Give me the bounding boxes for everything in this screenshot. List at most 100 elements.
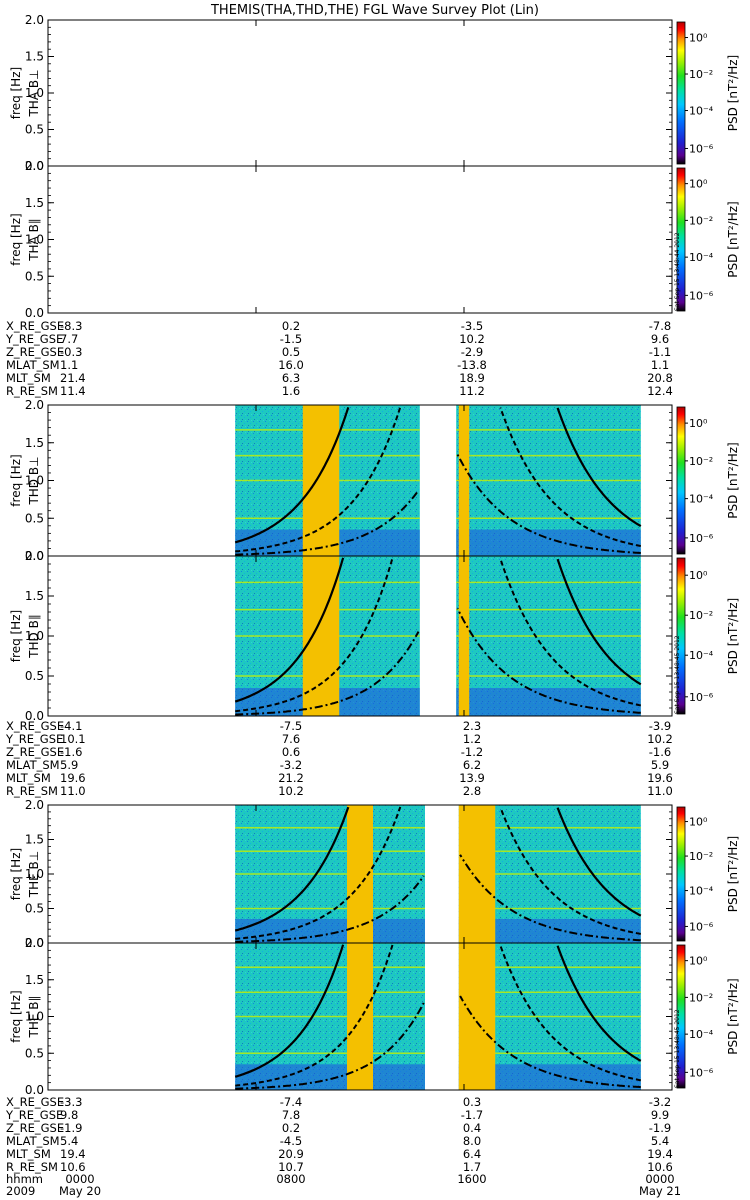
- ephemeris-value: 10.2: [278, 784, 304, 798]
- gyrofrequency-curve: [235, 406, 402, 553]
- ephemeris-value: 20.8: [647, 371, 673, 385]
- gyrofrequency-curve: [235, 631, 420, 716]
- spectrogram-panel: 0.0 0.5 1.0 1.5 2.0 THE B∥ freq [Hz] 10⁰ 10⁻² 10⁻…: [9, 936, 740, 1097]
- colorbar-tick-label: 10⁰: [689, 955, 708, 968]
- y-tick-label: 1.0: [25, 629, 44, 643]
- gyrofrequency-curve: [235, 806, 402, 940]
- ephemeris-name: R_RE_SM: [6, 1160, 58, 1174]
- gyrofrequency-curve: [499, 558, 641, 707]
- colorbar-label: PSD [nT²/Hz]: [726, 201, 740, 277]
- gyrofrequency-curve: [235, 1002, 425, 1090]
- gyrofrequency-curve: [234, 944, 345, 1078]
- plot-timestamp: Sat Sep 15 13:48:45 2012: [674, 635, 681, 714]
- spectrogram-panel: 0.0 0.5 1.0 1.5 2.0 THE B⊥ freq [Hz] 10⁰ 10⁻² 10⁻…: [9, 798, 740, 950]
- colorbar-tick-label: 10⁻²: [689, 850, 713, 863]
- y-tick-label: 2.0: [25, 13, 44, 27]
- colorbar-label: PSD [nT²/Hz]: [726, 598, 740, 674]
- colorbar-tick-label: 10⁻⁶: [689, 920, 714, 933]
- low-freq-band: [456, 529, 641, 556]
- ephemeris-value: 0.4: [463, 1121, 481, 1135]
- gyrofrequency-curve: [499, 945, 641, 1082]
- ephemeris-name: X_RE_GSE: [6, 719, 64, 733]
- time-axis-year: 2009: [6, 1184, 35, 1198]
- bright-band-shade: [302, 405, 340, 556]
- ephemeris-value: 19.4: [60, 1147, 86, 1161]
- ephemeris-value: 1.6: [282, 384, 300, 398]
- colorbar-label: PSD [nT²/Hz]: [726, 55, 740, 131]
- panel-probe-label: THE B⊥: [27, 851, 41, 898]
- ephemeris-name: Y_RE_GSE: [5, 332, 63, 346]
- time-axis-label: hhmm: [6, 1172, 43, 1186]
- ephemeris-name: Z_RE_GSE: [6, 1121, 64, 1135]
- y-tick-label: 2.0: [25, 398, 44, 412]
- ephemeris-value: -4.1: [60, 719, 82, 733]
- ephemeris-value: 20.9: [278, 1147, 304, 1161]
- ephemeris-value: 1.7: [463, 1160, 481, 1174]
- gyrofrequency-curve: [556, 407, 642, 528]
- colorbar-tick-label: 10⁻⁴: [689, 885, 714, 898]
- panel-frame: [47, 19, 673, 167]
- ephemeris-value: 2.8: [463, 784, 481, 798]
- y-tick-label: 0.5: [25, 511, 44, 525]
- ephemeris-value: 2.3: [463, 719, 481, 733]
- gyrofrequency-curve: [235, 875, 425, 943]
- bright-band: [458, 556, 470, 716]
- ephemeris-value: 16.0: [278, 358, 304, 372]
- ephemeris-value: -1.5: [280, 332, 302, 346]
- ephemeris-name: R_RE_SM: [6, 384, 58, 398]
- ephemeris-value: 13.9: [459, 771, 485, 785]
- ephemeris-value: 8.0: [463, 1134, 481, 1148]
- colorbar-tick-label: 10⁻⁶: [689, 1066, 714, 1079]
- y-tick-label: 1.5: [25, 196, 44, 210]
- ephemeris-value: 1.1: [60, 358, 78, 372]
- bright-band: [302, 405, 340, 556]
- colorbar-tick-label: 10⁰: [689, 32, 708, 45]
- colorbar-tick-label: 10⁰: [689, 816, 708, 829]
- gyrofrequency-curve: [459, 854, 641, 942]
- ephemeris-value: 18.9: [459, 371, 485, 385]
- panel-probe-label: THA B⊥: [27, 69, 41, 117]
- ephemeris-value: 10.6: [60, 1160, 86, 1174]
- y-tick-label: 2.0: [25, 798, 44, 812]
- ephemeris-value: -3.2: [280, 758, 302, 772]
- ephemeris-value: 5.4: [60, 1134, 78, 1148]
- panel-probe-label: THD B∥: [27, 614, 41, 659]
- ephemeris-value: -3.5: [461, 319, 483, 333]
- y-tick-label: 0.0: [25, 709, 44, 723]
- ephemeris-value: 9.6: [651, 332, 669, 346]
- panel-frame: [47, 165, 673, 314]
- panel-axis-label: freq [Hz]: [9, 610, 23, 662]
- y-tick-label: 0.5: [25, 902, 44, 916]
- y-tick-label: 0.5: [25, 123, 44, 137]
- ephemeris-value: 11.0: [647, 784, 673, 798]
- colorbar-tick-label: 10⁰: [689, 417, 708, 430]
- ephemeris-value: 11.2: [459, 384, 485, 398]
- ephemeris-value: 21.4: [60, 371, 86, 385]
- bright-band-shade: [458, 805, 496, 943]
- y-tick-label: 0.0: [25, 936, 44, 950]
- ephemeris-value: 19.4: [647, 1147, 673, 1161]
- panel-axis-label: freq [Hz]: [9, 990, 23, 1042]
- y-tick-label: 0.5: [25, 1046, 44, 1060]
- bright-band: [347, 943, 373, 1090]
- spectrogram-panel: 0.0 0.5 1.0 1.5 2.0 THA B⊥ freq [Hz] 10⁰ 10⁻² 10⁻…: [9, 13, 740, 173]
- time-tick-label: 0800: [276, 1172, 305, 1186]
- ephemeris-value: 5.9: [60, 758, 78, 772]
- ephemeris-value: 9.9: [651, 1108, 669, 1122]
- colorbar-tick-label: 10⁰: [689, 178, 708, 191]
- y-tick-label: 0.0: [25, 549, 44, 563]
- ephemeris-value: 19.6: [647, 771, 673, 785]
- colorbar-tick-label: 10⁻⁴: [689, 493, 714, 506]
- ephemeris-value: 10.7: [278, 1160, 304, 1174]
- colorbar-tick-label: 10⁻²: [689, 68, 713, 81]
- bright-band: [458, 943, 496, 1090]
- panel-axis-label: freq [Hz]: [9, 454, 23, 506]
- spectrogram-panel: 0.0 0.5 1.0 1.5 2.0 THA B∥ freq [Hz] 10⁰ 10⁻² 10⁻…: [9, 159, 740, 320]
- ephemeris-name: X_RE_GSE: [6, 319, 64, 333]
- time-tick-label: 0000: [65, 1172, 94, 1186]
- y-tick-label: 1.5: [25, 833, 44, 847]
- ephemeris-value: 0.3: [463, 1095, 481, 1109]
- colorbar-tick-label: 10⁻⁴: [689, 251, 714, 264]
